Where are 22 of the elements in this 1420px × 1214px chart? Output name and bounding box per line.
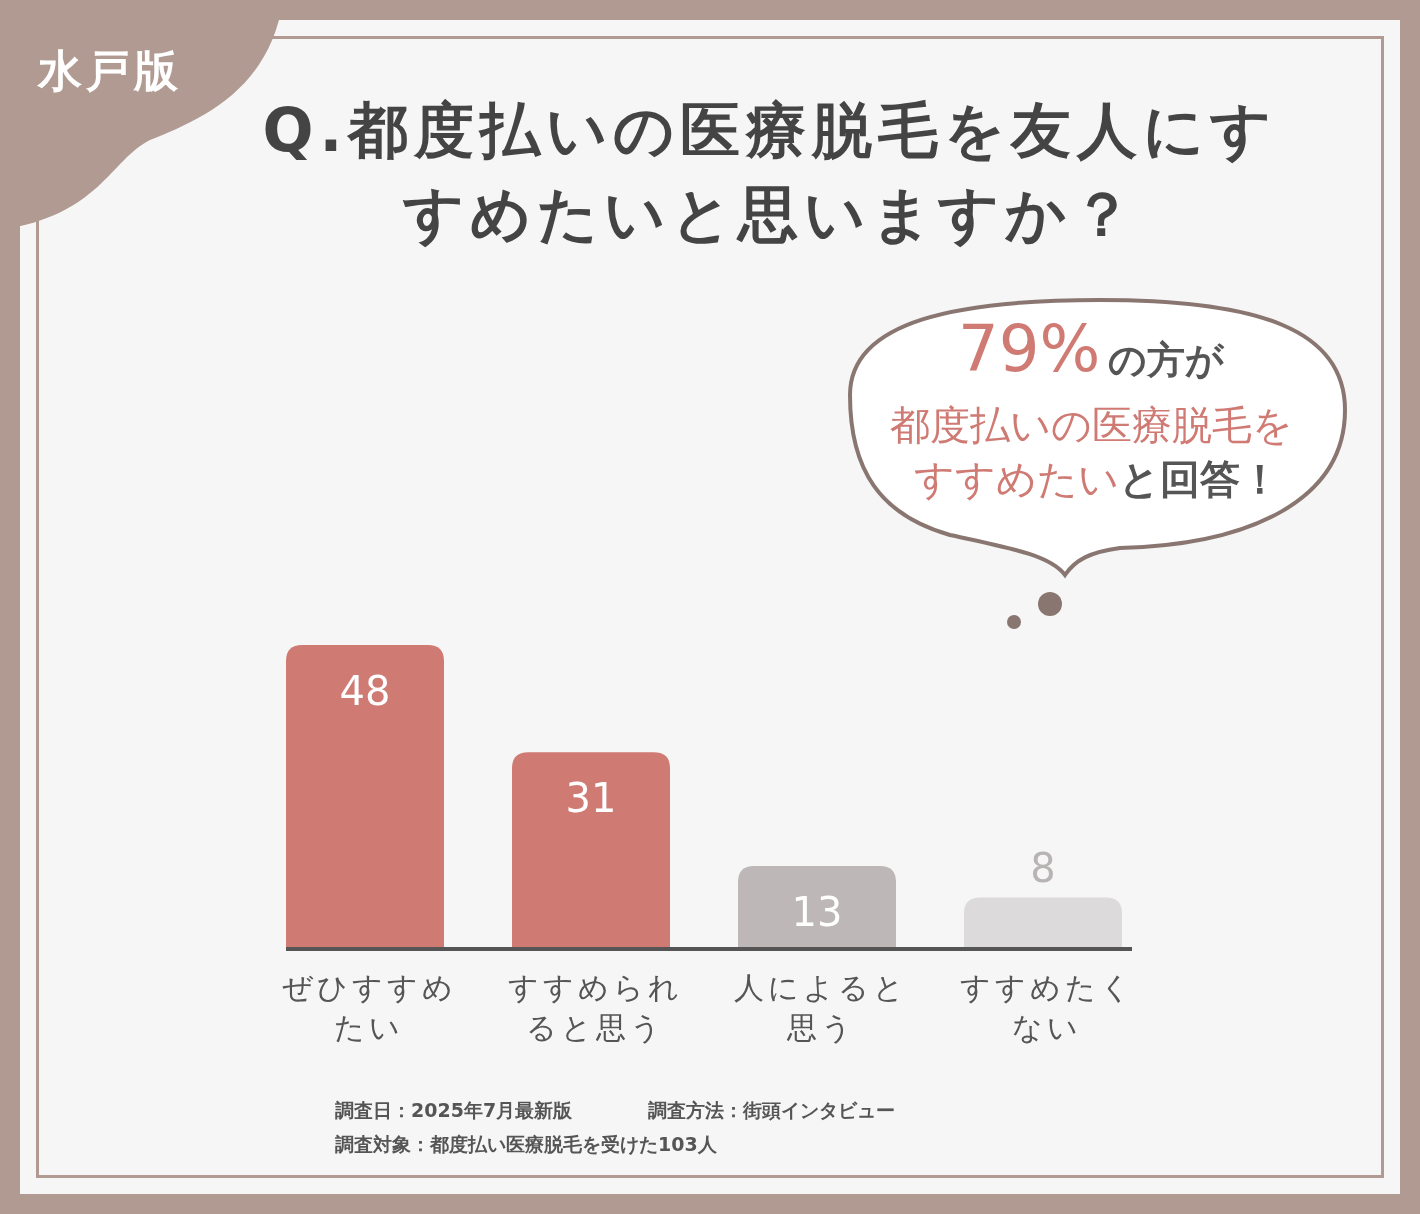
- x-tick-label: すすめられると思う: [506, 969, 684, 1047]
- data-label: 8: [1030, 844, 1056, 891]
- text: 都度払いの医療脱毛を: [890, 401, 1293, 450]
- text: と回答！: [1119, 456, 1280, 502]
- x-tick-label: すすめたくない: [958, 969, 1136, 1047]
- bar: [738, 865, 896, 948]
- text: の方が: [1108, 337, 1224, 384]
- data-label: 13: [791, 888, 843, 935]
- x-tick-label: ぜひすすめたい: [280, 969, 458, 1047]
- text: 調査日：2025年7月最新版: [335, 1098, 573, 1123]
- chart-title: Q.都度払いの医療脱毛を友人にすすめたいと思いますか？: [261, 94, 1279, 251]
- bar: [512, 752, 670, 948]
- data-label: 48: [339, 668, 391, 714]
- bar: [964, 897, 1122, 948]
- text: 調査対象：都度払い医療脱毛を受けた103人: [335, 1132, 717, 1157]
- data-label: 31: [565, 775, 617, 822]
- bar: [286, 645, 444, 948]
- text: 調査方法：街頭インタビュー: [648, 1098, 895, 1123]
- text: 水戸版: [38, 44, 182, 98]
- x-tick-label: 人によると思う: [733, 969, 909, 1047]
- text: すすめたい: [914, 456, 1119, 502]
- text: 79%: [958, 312, 1101, 386]
